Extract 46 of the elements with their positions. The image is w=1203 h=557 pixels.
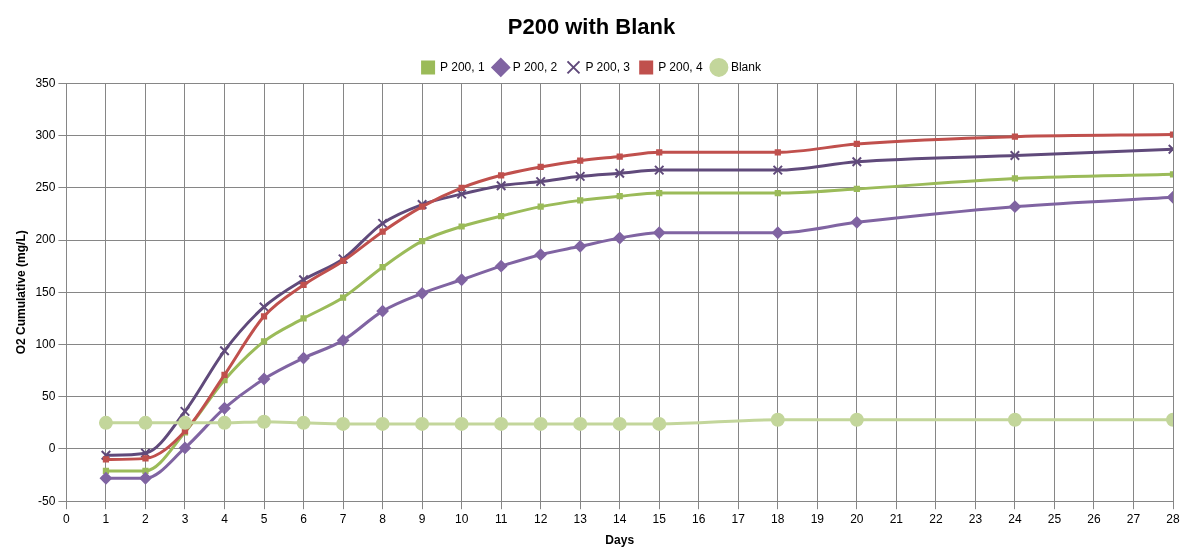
y-tick-label: 300 — [35, 127, 56, 142]
x-axis-title: Days — [605, 533, 635, 548]
x-tick-label: 24 — [1008, 511, 1022, 526]
legend-label: P 200, 2 — [512, 59, 558, 74]
legend-label: P 200, 3 — [585, 59, 631, 74]
x-tick-label: 12 — [533, 511, 548, 526]
x-tick-label: 11 — [494, 511, 508, 526]
x-tick-label: 16 — [692, 511, 706, 526]
y-tick-label: 250 — [35, 180, 56, 195]
legend-label: P 200, 4 — [658, 59, 703, 74]
x-tick-label: 20 — [850, 511, 864, 526]
y-tick-label: -50 — [38, 493, 56, 508]
chart-title: P200 with Blank — [507, 14, 677, 40]
x-tick-label: 28 — [1166, 511, 1180, 526]
x-tick-label: 8 — [379, 511, 387, 526]
x-tick-label: 10 — [454, 511, 469, 526]
x-tick-label: 2 — [142, 511, 150, 526]
legend-label: P 200, 1 — [440, 59, 485, 74]
x-tick-label: 18 — [771, 511, 785, 526]
x-tick-label: 25 — [1047, 511, 1062, 526]
x-tick-label: 9 — [418, 511, 426, 526]
y-tick-label: 200 — [35, 232, 56, 247]
x-tick-label: 23 — [968, 511, 983, 526]
x-tick-label: 7 — [339, 511, 347, 526]
x-tick-label: 0 — [63, 511, 71, 526]
y-tick-label: 0 — [48, 441, 56, 456]
x-tick-label: 1 — [102, 511, 110, 526]
x-tick-label: 4 — [221, 511, 229, 526]
x-tick-label: 14 — [613, 511, 627, 526]
x-tick-label: 6 — [300, 511, 308, 526]
x-tick-label: 21 — [889, 511, 904, 526]
x-tick-label: 5 — [260, 511, 268, 526]
x-tick-label: 13 — [573, 511, 588, 526]
y-axis-title: O2 Cumulative (mg/L) — [13, 230, 28, 355]
legend-label: Blank — [730, 59, 762, 74]
y-tick-label: 50 — [42, 389, 56, 404]
x-tick-label: 22 — [929, 511, 943, 526]
y-tick-label: 100 — [35, 336, 56, 351]
x-tick-label: 26 — [1087, 511, 1101, 526]
x-tick-label: 19 — [810, 511, 825, 526]
x-tick-label: 27 — [1126, 511, 1141, 526]
y-tick-label: 150 — [35, 284, 56, 299]
y-tick-label: 350 — [35, 75, 56, 90]
x-tick-label: 3 — [181, 511, 189, 526]
x-tick-label: 15 — [652, 511, 667, 526]
x-tick-label: 17 — [731, 511, 746, 526]
